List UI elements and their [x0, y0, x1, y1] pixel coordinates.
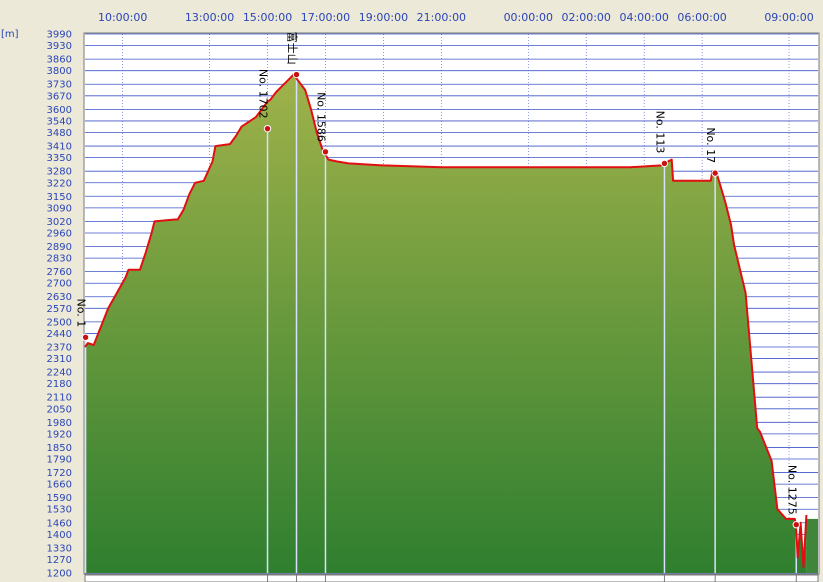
waypoint-marker[interactable]: [660, 159, 669, 168]
y-tick-label: 3860: [47, 55, 72, 66]
x-tick-label: 17:00:00: [301, 11, 350, 24]
y-tick-label: 3410: [47, 142, 72, 153]
y-tick-label: 1590: [47, 493, 72, 504]
y-tick-label: 3540: [47, 116, 72, 127]
x-tick-label: 21:00:00: [417, 11, 466, 24]
area-fill: [85, 74, 807, 573]
elevation-series-line: [84, 73, 808, 569]
waypoint-label: No. 1702: [257, 69, 270, 119]
y-tick-label: 3600: [47, 105, 72, 116]
y-tick-label: 3480: [47, 128, 72, 139]
y-tick-label: 3350: [47, 153, 72, 164]
y-tick-label: 2830: [47, 254, 72, 265]
x-tick-label: 04:00:00: [619, 11, 668, 24]
waypoint-label: No. 1586: [314, 92, 327, 142]
y-tick-label: 1200: [47, 569, 72, 580]
waypoint-marker[interactable]: [292, 70, 301, 79]
waypoint-marker[interactable]: [792, 521, 800, 529]
y-tick-label: 1660: [47, 480, 72, 491]
x-tick-label: 13:00:00: [185, 11, 234, 24]
y-tick-label: 1790: [47, 455, 72, 466]
x-tick-label: 06:00:00: [677, 11, 726, 24]
y-unit-label: [m]: [1, 29, 19, 40]
elevation-line: [84, 73, 808, 569]
y-tick-label: 3090: [47, 203, 72, 214]
y-tick-label: 2700: [47, 279, 72, 290]
y-tick-label: 1270: [47, 555, 72, 566]
y-tick-label: 2960: [47, 228, 72, 239]
y-tick-label: 1400: [47, 530, 72, 541]
y-tick-label: 3220: [47, 178, 72, 189]
y-tick-label: 3280: [47, 167, 72, 178]
y-tick-label: 2110: [47, 393, 72, 404]
y-tick-label: 3730: [47, 80, 72, 91]
x-tick-label: 19:00:00: [359, 11, 408, 24]
y-tick-label: 3670: [47, 91, 72, 102]
y-tick-label: 3020: [47, 217, 72, 228]
y-tick-label: 2180: [47, 379, 72, 390]
waypoint-label: No. 17: [704, 127, 717, 163]
waypoint-marker[interactable]: [321, 148, 330, 156]
y-tick-label: 2570: [47, 304, 72, 315]
area-fill-tail: [806, 518, 818, 573]
y-tick-label: 2310: [47, 354, 72, 365]
y-tick-label: 2370: [47, 342, 72, 353]
y-tick-label: 1330: [47, 543, 72, 554]
y-tick-label: 1460: [47, 518, 72, 529]
y-tick-label: 1720: [47, 468, 72, 479]
y-tick-label: 3150: [47, 192, 72, 203]
x-tick-label: 09:00:00: [764, 11, 813, 24]
bottom-strip[interactable]: [84, 574, 819, 582]
x-tick-label: 02:00:00: [562, 11, 611, 24]
x-tick-label: 00:00:00: [504, 11, 553, 24]
waypoint-marker[interactable]: [263, 124, 272, 133]
y-tick-label: 1980: [47, 418, 72, 429]
waypoint-marker[interactable]: [711, 169, 719, 177]
y-tick-label: 1850: [47, 443, 72, 454]
y-tick-label: 1920: [47, 429, 72, 440]
bottom-scroll-strip[interactable]: [84, 574, 819, 582]
y-tick-label: 3800: [47, 66, 72, 77]
y-tick-label: 2630: [47, 292, 72, 303]
y-tick-label: 3990: [47, 30, 72, 41]
y-tick-label: 2890: [47, 242, 72, 253]
waypoint-marker[interactable]: [81, 333, 90, 342]
waypoint-markers: No. 1 No. 1702 富士山 No. 1586 No. 113 No. 17 No.…: [75, 32, 800, 529]
elevation-area: [85, 74, 818, 573]
x-tick-label: 15:00:00: [243, 11, 292, 24]
y-tick-label: 2440: [47, 329, 72, 340]
y-tick-label: 2500: [47, 317, 72, 328]
x-tick-label: 10:00:00: [98, 11, 147, 24]
waypoint-label: No. 1275: [785, 465, 798, 515]
y-tick-label: 2760: [47, 267, 72, 278]
x-axis-ticks: 10:00:00 13:00:00 15:00:00 17:00:00 19:00:00…: [98, 11, 814, 24]
y-tick-label: 2240: [47, 368, 72, 379]
y-tick-label: 3930: [47, 41, 72, 52]
y-tick-label: 2050: [47, 404, 72, 415]
y-tick-label: 1530: [47, 505, 72, 516]
waypoint-label: 富士山: [285, 32, 299, 65]
waypoint-lines: [84, 74, 798, 573]
waypoint-label: No. 1: [75, 299, 88, 328]
waypoint-label: No. 113: [653, 111, 666, 154]
